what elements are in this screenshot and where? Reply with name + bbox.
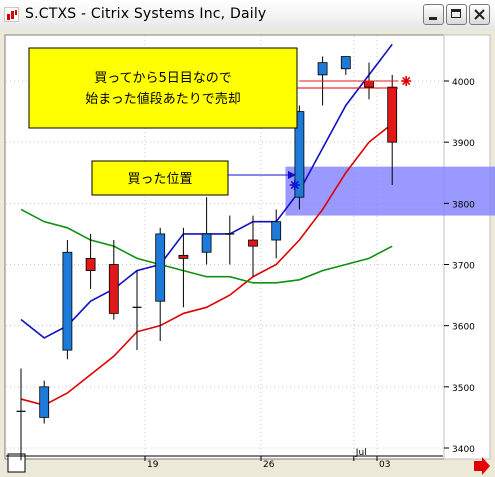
x-tick-label: 19 <box>147 460 159 470</box>
chart-app-icon <box>4 7 19 22</box>
candle-body[interactable] <box>340 56 351 70</box>
y-tick-label: 4000 <box>452 78 475 88</box>
candle-body[interactable] <box>108 264 119 314</box>
candle-body[interactable] <box>155 233 166 302</box>
bought-callout: 買った位置 <box>91 160 229 196</box>
callout-top-line1: 買ってから5日目なので <box>94 71 232 86</box>
x-tick-label: 03 <box>379 460 390 470</box>
candle-body[interactable] <box>387 86 398 143</box>
y-tick-label: 3500 <box>452 384 475 394</box>
close-button[interactable] <box>469 4 490 25</box>
scroll-right-arrow-icon[interactable] <box>474 457 490 475</box>
candle-body[interactable] <box>271 221 282 241</box>
buy-marker-icon <box>289 179 300 190</box>
callout-top-line2: 始まった値段あたりで売却 <box>85 91 240 107</box>
candle-body[interactable] <box>39 386 50 418</box>
minimize-button[interactable] <box>423 4 444 25</box>
candle-body[interactable] <box>248 239 258 247</box>
maximize-button[interactable] <box>446 4 467 25</box>
x-tick-label: Jul <box>355 448 367 458</box>
buy-zone-band <box>285 166 495 216</box>
y-tick-label: 3400 <box>452 445 475 455</box>
candle-body[interactable] <box>364 80 374 88</box>
close-icon <box>474 9 485 20</box>
title-bar: S.CTXS - Citrix Systems Inc, Daily <box>0 0 495 31</box>
callout-bought-label: 買った位置 <box>127 172 192 187</box>
candle-body[interactable] <box>294 111 305 198</box>
maximize-icon <box>451 9 461 18</box>
price-axis <box>443 34 491 460</box>
candle-body[interactable] <box>201 233 212 253</box>
candle-body[interactable] <box>317 62 328 76</box>
top-callout: 買ってから5日目なので 始まった値段あたりで売却 <box>28 47 298 129</box>
ma-line-2 <box>20 123 393 407</box>
y-tick-label: 3700 <box>452 262 475 272</box>
candle-body[interactable] <box>62 251 73 351</box>
x-tick-label: 26 <box>263 460 275 470</box>
minimize-icon <box>429 17 437 20</box>
y-tick-label: 3600 <box>452 323 475 333</box>
window-title: S.CTXS - Citrix Systems Inc, Daily <box>25 6 267 22</box>
callout-bought-arrow-icon <box>288 171 296 179</box>
sell-marker-icon <box>401 76 412 86</box>
ma-line-3 <box>20 208 393 284</box>
candle-body[interactable] <box>85 257 96 272</box>
corner-box[interactable] <box>7 453 26 473</box>
y-tick-label: 3800 <box>452 200 475 210</box>
price-chart[interactable]: 3400 3500 3600 3700 3800 3900 4000 19 26 Jul 03 買っ… <box>0 30 495 477</box>
y-tick-label: 3900 <box>452 139 475 149</box>
candle-body[interactable] <box>178 254 189 259</box>
